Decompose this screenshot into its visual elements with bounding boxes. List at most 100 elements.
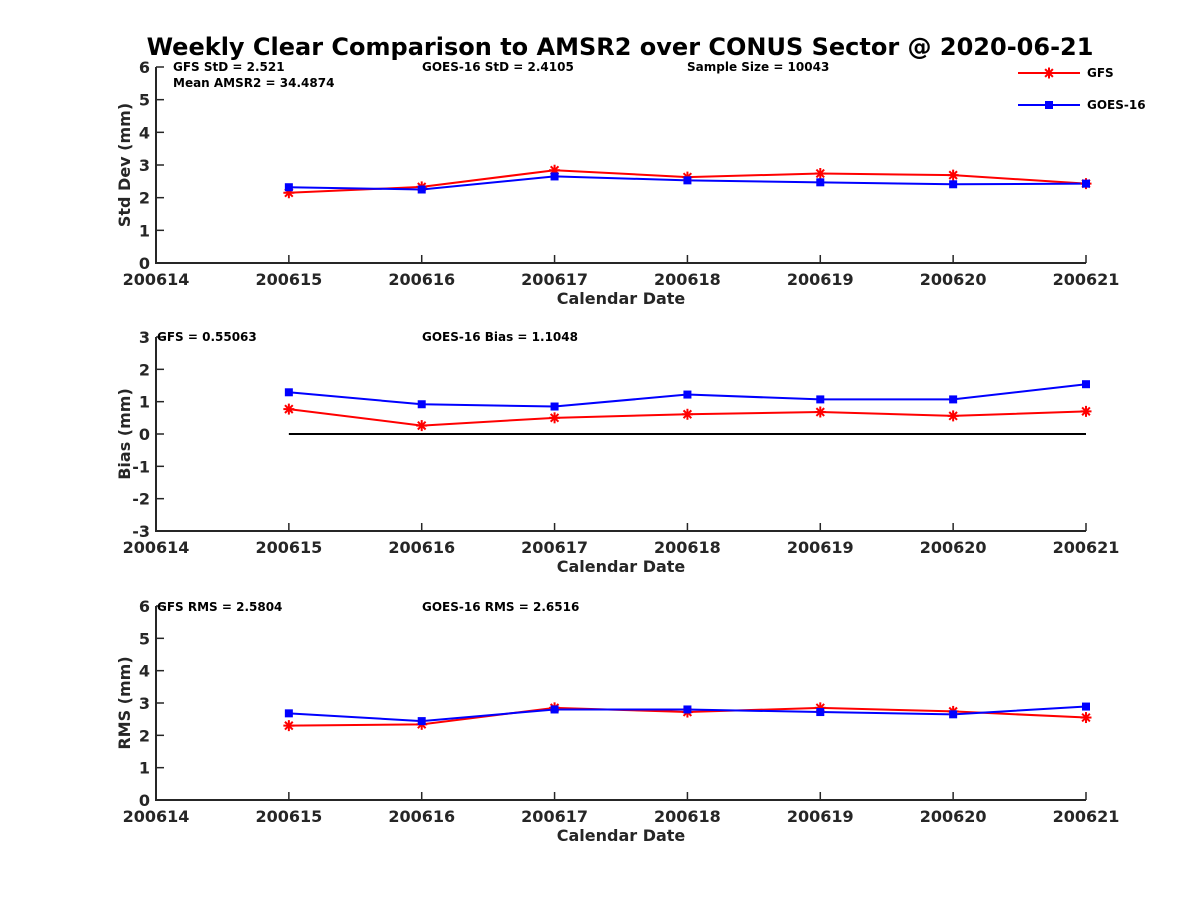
bias-xlabel: Calendar Date [557,557,686,576]
stddev-gfs-point [947,169,959,181]
legend-gfs-marker [1043,67,1055,79]
bias-ytick-label: 3 [139,328,150,347]
rms-ytick-label: 2 [139,726,150,745]
bias-gfs-point-stroke [815,407,825,417]
stddev-xtick-label: 200615 [255,270,322,289]
rms-ytick-label: 0 [139,791,150,810]
rms-ytick-label: 3 [139,694,150,713]
bias-ytick-label: -1 [132,457,150,476]
bias-gfs-point [283,403,295,415]
bias-goes16-point [417,400,426,409]
stddev-xtick-label: 200621 [1053,270,1120,289]
bias-gfs-point [1080,405,1092,417]
bias-gfs-point-stroke [682,409,693,419]
stddev-goes16-point [417,185,426,194]
bias-goes16-point [949,395,958,404]
legend-gfs-asterisk-stroke [1044,68,1054,78]
bias-gfs-point [681,408,693,420]
stddev-xlabel: Calendar Date [557,289,686,308]
rms-axes [155,606,1086,801]
bias-gfs-point [549,412,561,424]
rms-ylabel: RMS (mm) [115,656,134,749]
bias-panel: -3 -2 -1 0 1 2 3 200614 200615 200616 200617 200618… [115,328,1119,576]
stddev-ytick-label: 6 [139,58,150,77]
stddev-xtick-label: 200620 [920,270,987,289]
legend-goes16-label: GOES-16 [1087,98,1146,112]
rms-xtick-label: 200620 [920,807,987,826]
rms-goes16-point [683,705,692,714]
bias-ytick-label: -2 [132,490,150,509]
bias-ytick-label: 1 [139,393,150,412]
bias-annotation: GOES-16 Bias = 1.1048 [422,330,578,344]
stddev-xtick-label: 200614 [123,270,190,289]
bias-xtick-label: 200614 [123,538,190,557]
stddev-ylabel: Std Dev (mm) [115,103,134,227]
rms-annotation: GFS RMS = 2.5804 [157,600,282,614]
rms-ytick-label: 4 [139,662,150,681]
stddev-goes16-point [949,180,958,189]
legend: GFS GOES-16 [1018,66,1146,112]
rms-ytick-label: 6 [139,597,150,616]
stddev-annotation: Sample Size = 10043 [687,60,829,74]
bias-goes16-point [1082,380,1090,389]
stddev-ytick-label: 5 [139,91,150,110]
stddev-gfs-point-stroke [948,170,958,180]
bias-xtick-label: 200619 [787,538,854,557]
bias-gfs-point [814,406,826,418]
rms-xtick-label: 200621 [1053,807,1120,826]
rms-annotation: GOES-16 RMS = 2.6516 [422,600,579,614]
stddev-xtick-label: 200616 [388,270,455,289]
rms-xtick-label: 200619 [787,807,854,826]
rms-gfs-point [283,720,295,732]
bias-gfs-point [416,420,428,432]
legend-goes16-marker [1045,101,1053,109]
bias-xtick-label: 200618 [654,538,721,557]
stddev-gfs-point-stroke [815,168,825,179]
bias-goes16-point [683,390,692,399]
stddev-ytick-label: 3 [139,156,150,175]
rms-gfs-point-stroke [284,721,294,731]
stddev-annotation: GOES-16 StD = 2.4105 [422,60,574,74]
stddev-goes16-point [284,183,293,192]
rms-goes16-point [949,710,958,719]
bias-ytick-label: 2 [139,360,150,379]
rms-gfs-point-stroke [1081,712,1091,723]
stddev-ytick-label: 1 [139,221,150,240]
legend-goes16-square [1045,101,1053,109]
rms-xtick-label: 200616 [388,807,455,826]
stddev-goes16-point [683,176,692,185]
rms-xtick-label: 200614 [123,807,190,826]
bias-goes16-point [284,388,293,397]
rms-xtick-label: 200618 [654,807,721,826]
rms-goes16-point [284,709,293,718]
bias-xtick-label: 200616 [388,538,455,557]
rms-xtick-label: 200617 [521,807,588,826]
stddev-ytick-label: 0 [139,254,150,273]
rms-goes16-point [1082,702,1090,711]
rms-xlabel: Calendar Date [557,826,686,845]
stddev-xtick-label: 200618 [654,270,721,289]
legend-gfs-asterisk [1043,67,1055,79]
stddev-ytick-label: 2 [139,189,150,208]
rms-goes16-point [417,717,426,726]
bias-xtick-label: 200617 [521,538,588,557]
bias-ytick-label: 0 [139,425,150,444]
rms-gfs-point [1080,712,1092,724]
chart-title: Weekly Clear Comparison to AMSR2 over CO… [147,33,1094,61]
stddev-panel: 0 1 2 3 4 5 6 200614 200615 200616 200617 200618 200… [115,58,1119,308]
stddev-goes16-point [1082,179,1090,188]
stddev-goes16-point [816,178,825,187]
bias-gfs-point [947,410,959,422]
bias-xtick-label: 200620 [920,538,987,557]
stddev-annotation: Mean AMSR2 = 34.4874 [173,76,334,90]
stddev-ytick-label: 4 [139,123,150,142]
bias-gfs-point-stroke [417,420,427,431]
bias-goes16-point [816,395,825,404]
rms-goes16-point [816,708,825,717]
legend-gfs-label: GFS [1087,66,1114,80]
bias-annotation: GFS = 0.55063 [157,330,257,344]
bias-gfs-point-stroke [284,404,294,414]
rms-ytick-label: 1 [139,759,150,778]
bias-gfs-point-stroke [948,411,958,421]
